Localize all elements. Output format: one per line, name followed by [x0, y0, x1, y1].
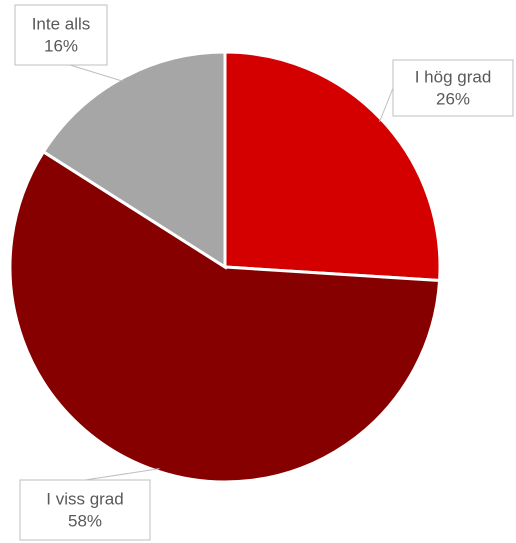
label-box: [392, 59, 514, 117]
label-box: [19, 479, 151, 541]
pie-slice: [8, 149, 442, 484]
category-label: Inte alls: [32, 14, 91, 33]
category-label: I hög grad: [415, 67, 492, 86]
pie-slice: [41, 50, 227, 270]
category-label: I viss grad: [46, 489, 123, 508]
leader-line: [69, 64, 124, 82]
leader-line: [379, 87, 394, 123]
value-label: 16%: [44, 36, 78, 55]
leader-line: [84, 468, 160, 481]
value-label: 26%: [436, 89, 470, 108]
pie-slice: [223, 50, 442, 283]
label-box: [14, 4, 108, 66]
value-label: 58%: [68, 511, 102, 530]
